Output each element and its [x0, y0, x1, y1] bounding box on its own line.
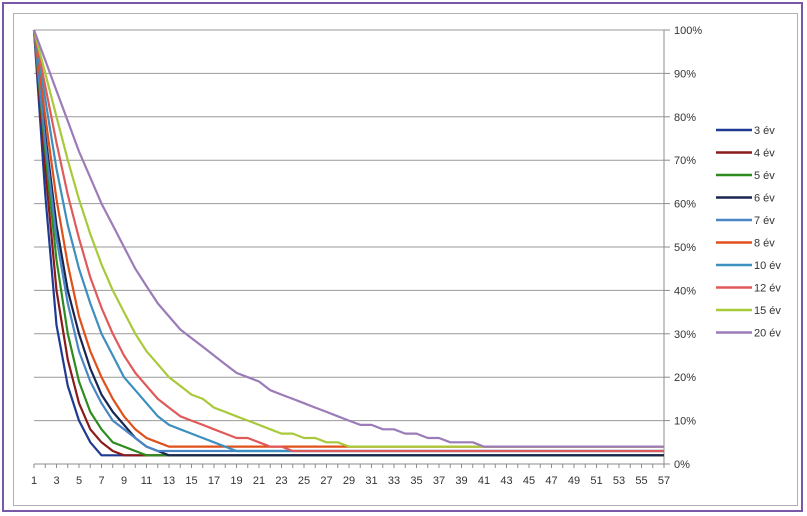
x-tick-label: 13: [163, 475, 175, 487]
y-tick-label: 50%: [674, 242, 696, 254]
x-tick-label: 15: [185, 475, 197, 487]
x-tick-label: 7: [98, 475, 104, 487]
x-tick-label: 45: [523, 475, 535, 487]
y-tick-label: 70%: [674, 155, 696, 167]
legend-label: 12 év: [754, 283, 781, 295]
x-tick-label: 41: [478, 475, 490, 487]
series-line-8: [32, 29, 664, 453]
x-tick-label: 27: [320, 475, 332, 487]
legend-label: 6 év: [754, 193, 775, 205]
series-line-10: [32, 29, 664, 448]
x-tick-label: 39: [455, 475, 467, 487]
series-lines: [32, 29, 664, 457]
x-tick-label: 23: [275, 475, 287, 487]
x-tick-label: 17: [208, 475, 220, 487]
gridlines: [34, 29, 664, 465]
x-tick-label: 51: [590, 475, 602, 487]
series-line-5: [32, 29, 664, 453]
series-line-1: [32, 29, 664, 457]
y-tick-label: 40%: [674, 285, 696, 297]
x-tick-label: 3: [53, 475, 59, 487]
series-line-4: [32, 29, 664, 457]
x-tick-label: 11: [141, 475, 152, 487]
legend-label: 8 év: [754, 238, 775, 250]
x-tick-label: 43: [500, 475, 512, 487]
y-tick-label: 100%: [674, 25, 702, 37]
x-tick-label: 19: [230, 475, 242, 487]
legend-label: 15 év: [754, 305, 781, 317]
axes: 0%10%20%30%40%50%60%70%80%90%100%1 3 5 7 9 11…: [31, 25, 702, 487]
x-tick-label: 55: [635, 475, 647, 487]
x-tick-label: 37: [433, 475, 445, 487]
legend: 3 év 4 év 5 év 6 év 7 év 8 év 10 év 12 év 15 év 2…: [716, 125, 781, 340]
x-tick-label: 47: [545, 475, 557, 487]
x-tick-label: 33: [388, 475, 400, 487]
series-line-9: [32, 29, 664, 448]
x-tick-label: 1: [31, 475, 37, 487]
x-tick-label: 5: [76, 475, 82, 487]
plot-border: [13, 13, 798, 506]
legend-label: 7 év: [754, 215, 775, 227]
legend-label: 5 év: [754, 170, 775, 182]
x-tick-label: 49: [568, 475, 580, 487]
legend-label: 10 év: [754, 260, 781, 272]
x-tick-label: 31: [365, 475, 377, 487]
legend-label: 4 év: [754, 148, 775, 160]
x-tick-label: 25: [298, 475, 310, 487]
series-line-6: [32, 29, 664, 448]
y-tick-label: 0%: [674, 459, 690, 471]
y-tick-label: 30%: [674, 329, 696, 341]
legend-label: 3 év: [754, 125, 775, 137]
y-tick-label: 20%: [674, 372, 696, 384]
x-tick-label: 53: [613, 475, 625, 487]
x-tick-label: 21: [253, 475, 265, 487]
series-line-3: [32, 29, 664, 457]
series-line-2: [32, 29, 664, 457]
y-tick-label: 90%: [674, 68, 696, 80]
x-tick-label: 57: [658, 475, 670, 487]
legend-label: 20 év: [754, 328, 781, 340]
y-tick-label: 60%: [674, 199, 696, 211]
x-tick-label: 29: [343, 475, 355, 487]
y-tick-label: 80%: [674, 112, 696, 124]
x-tick-label: 35: [410, 475, 422, 487]
series-line-7: [32, 29, 664, 453]
x-tick-label: 9: [121, 475, 127, 487]
y-tick-label: 10%: [674, 416, 696, 428]
